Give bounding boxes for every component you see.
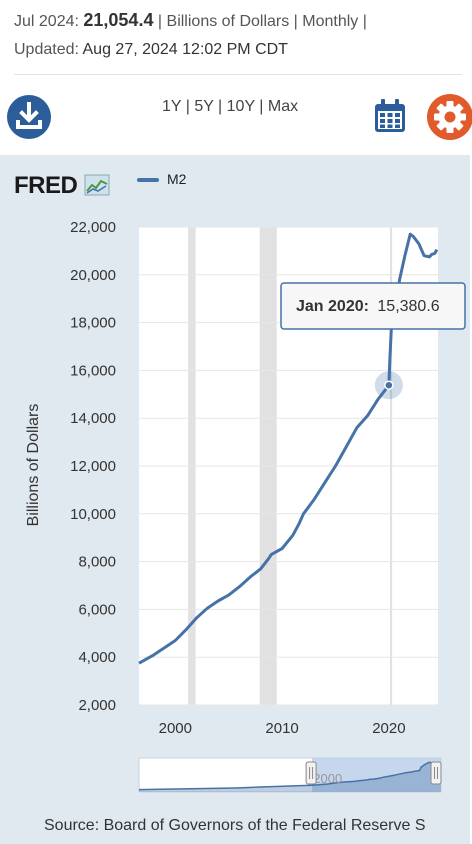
calendar-button[interactable] — [373, 98, 407, 134]
x-tick-label: 2000 — [159, 720, 192, 737]
download-icon — [16, 102, 42, 129]
legend-m2-label: M2 — [167, 171, 187, 187]
y-tick-label: 6,000 — [78, 601, 116, 618]
y-tick-label: 8,000 — [78, 554, 116, 571]
range-5y[interactable]: 5Y — [194, 98, 214, 115]
legend[interactable]: M2 — [137, 171, 186, 187]
calendar-icon — [375, 99, 405, 132]
navigator-label: 2000 — [313, 771, 342, 786]
range-1y[interactable]: 1Y — [162, 98, 182, 115]
range-navigator[interactable]: 2000 — [138, 757, 442, 793]
y-tick-label: 10,000 — [70, 506, 116, 523]
y-tick-label: 12,000 — [70, 458, 116, 475]
x-axis: 2000 2010 2020 — [159, 720, 406, 737]
range-10y[interactable]: 10Y — [226, 98, 255, 115]
y-tick-label: 20,000 — [70, 267, 116, 284]
chart-icon — [84, 174, 110, 196]
toolbar: 1Y | 5Y | 10Y | Max — [0, 86, 472, 146]
y-tick-label: 14,000 — [70, 410, 116, 427]
y-axis-label: Billions of Dollars — [25, 404, 42, 527]
hover-point — [384, 380, 394, 390]
download-button[interactable] — [7, 95, 51, 139]
tooltip-text: Jan 2020: 15,380.6 — [296, 298, 440, 315]
source-note: Source: Board of Governors of the Federa… — [44, 817, 426, 834]
x-tick-label: 2010 — [265, 720, 298, 737]
tooltip-value: 15,380.6 — [377, 298, 439, 315]
tooltip-box — [280, 282, 466, 330]
hover-marker — [374, 371, 403, 400]
y-tick-label: 16,000 — [70, 362, 116, 379]
series-m2 — [138, 232, 439, 665]
x-tick-label: 2020 — [372, 720, 405, 737]
fred-logo-text: FRED — [14, 172, 78, 199]
fred-logo: FRED — [14, 172, 110, 200]
header-meta: | Billions of Dollars | Monthly | — [157, 13, 367, 30]
y-tick-label: 2,000 — [78, 697, 116, 714]
header-updated-label: Updated: — [14, 41, 79, 58]
gear-icon — [434, 101, 466, 133]
series-header: Jul 2024: 21,054.4 | Billions of Dollars… — [14, 6, 464, 64]
tooltip-label: Jan 2020: — [296, 298, 369, 315]
header-period: Jul 2024: — [14, 13, 79, 30]
y-axis: 22,000 20,000 18,000 16,000 14,000 12,000 10,0… — [70, 219, 116, 714]
series-m2-line — [138, 232, 439, 665]
header-divider — [14, 74, 462, 75]
y-tick-label: 4,000 — [78, 649, 116, 666]
navigator-area — [139, 762, 441, 792]
chart-panel: FRED M2 22,000 20,000 18,000 16,000 14,000 12… — [0, 155, 470, 844]
tooltip: Jan 2020: 15,380.6 — [280, 282, 466, 330]
y-tick-label: 22,000 — [70, 219, 116, 236]
range-sep-2: | — [213, 98, 227, 115]
navigator-handle-right[interactable] — [430, 761, 442, 785]
line-chart[interactable]: 22,000 20,000 18,000 16,000 14,000 12,000 10,0… — [0, 155, 470, 805]
header-line-2: Updated: Aug 27, 2024 12:02 PM CDT — [14, 36, 464, 64]
header-updated-time: Aug 27, 2024 12:02 PM CDT — [82, 41, 288, 58]
range-selector: 1Y | 5Y | 10Y | Max — [162, 98, 298, 116]
settings-button[interactable] — [427, 94, 472, 140]
range-max[interactable]: Max — [267, 98, 299, 115]
header-latest-value: 21,054.4 — [83, 10, 154, 30]
navigator-selection — [312, 758, 441, 792]
range-sep-1: | — [181, 98, 195, 115]
header-line-1: Jul 2024: 21,054.4 | Billions of Dollars… — [14, 6, 464, 36]
y-tick-label: 18,000 — [70, 315, 116, 332]
navigator-handle-left[interactable] — [305, 761, 317, 785]
legend-swatch — [137, 178, 159, 183]
navigator-line — [138, 761, 441, 791]
range-sep-3: | — [254, 98, 268, 115]
